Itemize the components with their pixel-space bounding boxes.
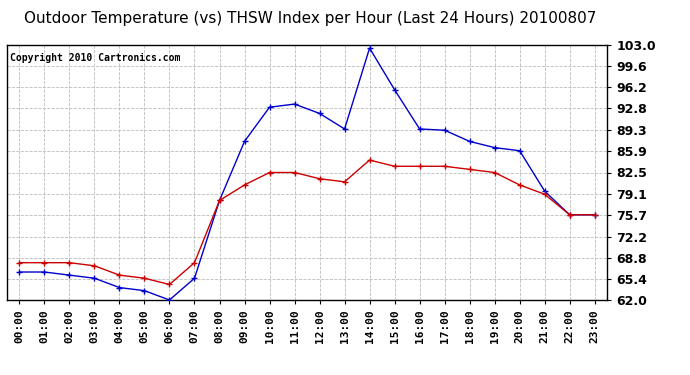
Text: Copyright 2010 Cartronics.com: Copyright 2010 Cartronics.com [10,53,180,63]
Text: Outdoor Temperature (vs) THSW Index per Hour (Last 24 Hours) 20100807: Outdoor Temperature (vs) THSW Index per … [24,11,597,26]
